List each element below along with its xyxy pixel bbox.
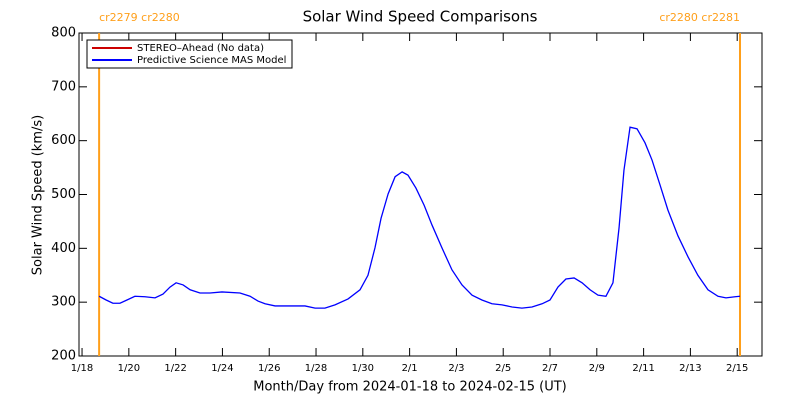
x-tick-label: 2/13 [679, 363, 701, 374]
series-line [98, 126, 741, 309]
carrington-label: cr2279 cr2280 [99, 11, 180, 24]
x-tick-label: 2/15 [726, 363, 748, 374]
legend-label: Predictive Science MAS Model [137, 55, 286, 66]
x-tick-label: 2/9 [589, 363, 605, 374]
x-tick-label: 2/7 [542, 363, 558, 374]
carrington-label: cr2280 cr2281 [659, 11, 740, 24]
y-tick-label: 800 [51, 26, 76, 41]
legend-label: STEREO–Ahead (No data) [137, 43, 264, 54]
y-tick-label: 500 [51, 187, 76, 202]
x-tick-label: 2/1 [402, 363, 418, 374]
y-tick-label: 700 [51, 79, 76, 94]
x-tick-label: 1/30 [352, 363, 374, 374]
x-tick-label: 2/3 [448, 363, 464, 374]
x-tick-label: 2/11 [632, 363, 654, 374]
x-tick-label: 1/18 [71, 363, 93, 374]
x-tick-label: 1/20 [118, 363, 140, 374]
x-tick-label: 1/24 [211, 363, 233, 374]
y-tick-label: 400 [51, 241, 76, 256]
y-tick-label: 200 [51, 349, 76, 364]
x-tick-label: 1/26 [258, 363, 280, 374]
legend-box [86, 39, 293, 69]
x-tick-label: 1/22 [164, 363, 186, 374]
y-tick-label: 300 [51, 295, 76, 310]
x-axis-label: Month/Day from 2024-01-18 to 2024-02-15 … [253, 380, 566, 395]
y-axis-label: Solar Wind Speed (km/s) [31, 115, 46, 275]
chart-title: Solar Wind Speed Comparisons [303, 8, 538, 26]
y-tick-label: 600 [51, 133, 76, 148]
x-tick-label: 1/28 [305, 363, 327, 374]
x-tick-label: 2/5 [495, 363, 511, 374]
